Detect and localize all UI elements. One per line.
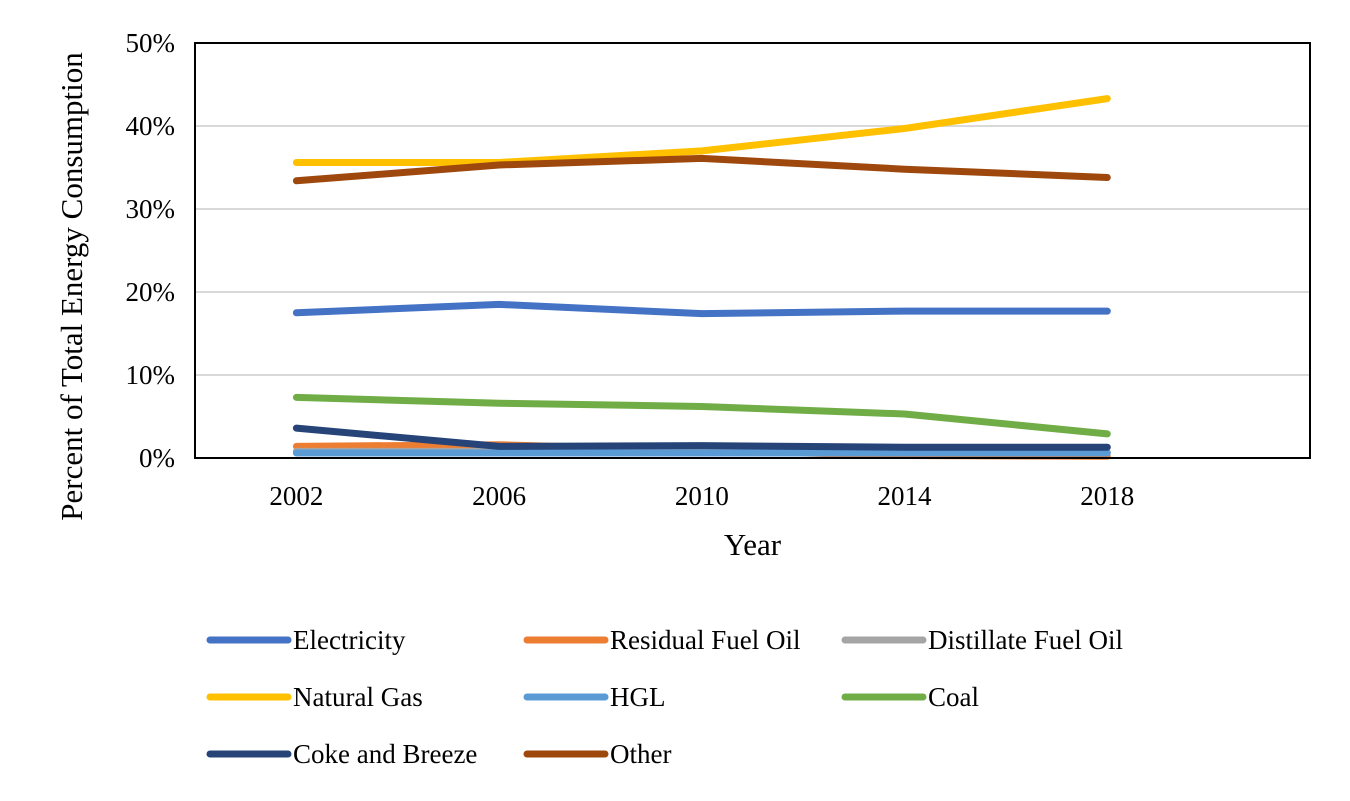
gridlines xyxy=(195,125,1310,376)
x-tick-label: 2002 xyxy=(269,481,323,511)
y-tick-label: 0% xyxy=(139,443,175,473)
x-tick-label: 2006 xyxy=(472,481,526,511)
y-tick-label: 40% xyxy=(126,111,176,141)
y-axis-tick-labels: 0% 10% 20% 30% 40% 50% xyxy=(126,28,176,473)
y-axis-title: Percent of Total Energy Consumption xyxy=(54,52,89,521)
legend-item: Electricity xyxy=(206,625,406,655)
legend-label: Residual Fuel Oil xyxy=(610,625,801,655)
series-line-other xyxy=(292,154,1111,185)
legend-item: Coal xyxy=(841,682,979,712)
series-lines xyxy=(292,95,1111,460)
legend-label: Other xyxy=(610,739,671,769)
series-line-natural-gas xyxy=(292,95,1111,166)
legend-label: Coke and Breeze xyxy=(293,739,477,769)
legend-label: HGL xyxy=(610,682,666,712)
legend-item: Natural Gas xyxy=(206,682,423,712)
x-axis-tick-labels: 2002 2006 2010 2014 2018 xyxy=(269,481,1134,511)
series-line-electricity xyxy=(292,300,1111,318)
y-tick-label: 10% xyxy=(126,360,176,390)
legend-label: Electricity xyxy=(293,625,406,655)
x-axis-title: Year xyxy=(724,527,782,562)
legend-label: Coal xyxy=(928,682,979,712)
series-line-coke-and-breeze xyxy=(292,424,1111,451)
series-line-coal xyxy=(292,393,1111,438)
y-tick-label: 20% xyxy=(126,277,176,307)
x-tick-label: 2018 xyxy=(1080,481,1134,511)
y-tick-label: 50% xyxy=(126,28,176,58)
plot-area-frame xyxy=(194,42,1311,459)
x-tick-label: 2014 xyxy=(878,481,933,511)
legend-item: Coke and Breeze xyxy=(206,739,477,769)
legend: Electricity Residual Fuel Oil Distillate F… xyxy=(206,625,1123,769)
x-tick-label: 2010 xyxy=(675,481,729,511)
legend-item: Residual Fuel Oil xyxy=(523,625,801,655)
legend-item: Other xyxy=(523,739,671,769)
y-tick-label: 30% xyxy=(126,194,176,224)
legend-item: HGL xyxy=(523,682,666,712)
legend-label: Distillate Fuel Oil xyxy=(928,625,1123,655)
legend-label: Natural Gas xyxy=(293,682,423,712)
legend-item: Distillate Fuel Oil xyxy=(841,625,1123,655)
